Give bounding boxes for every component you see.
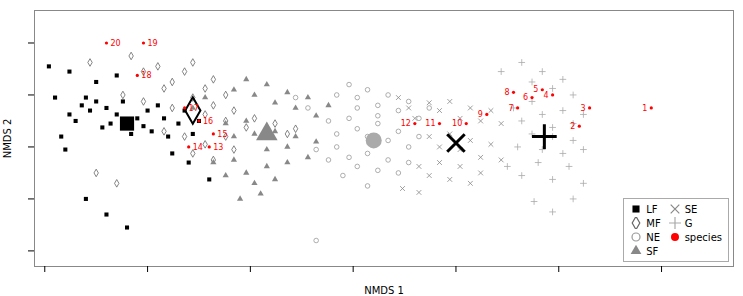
svg-text:16: 16 [203,117,213,126]
svg-text:14: 14 [193,143,203,152]
svg-text:3: 3 [580,104,585,113]
svg-text:15: 15 [217,130,227,139]
svg-text:13: 13 [213,143,223,152]
html-text:G: G [684,217,693,229]
svg-text:8: 8 [504,88,509,97]
svg-text:6: 6 [523,93,528,102]
html-text:SF: SF [646,245,659,257]
svg-text:20: 20 [110,39,120,48]
svg-text:9: 9 [478,110,483,119]
svg-text:19: 19 [147,39,157,48]
svg-text:18: 18 [141,71,151,80]
html-text:SE: SE [684,203,698,215]
html-text:species: species [684,231,722,243]
svg-text:5: 5 [533,85,538,94]
svg-text:1: 1 [642,104,647,113]
svg-text:10: 10 [452,119,462,128]
html-text:LF: LF [646,203,658,215]
svg-text:NMDS 2: NMDS 2 [2,119,13,159]
svg-text:11: 11 [425,119,435,128]
svg-text:12: 12 [401,119,411,128]
svg-text:2: 2 [570,122,575,131]
svg-text:7: 7 [509,104,514,113]
html-text:MF: MF [646,217,661,229]
svg-text:NMDS 1: NMDS 1 [364,285,404,296]
svg-text:4: 4 [543,91,548,100]
svg-text:17: 17 [189,104,199,113]
html-text:NE: NE [646,231,661,243]
